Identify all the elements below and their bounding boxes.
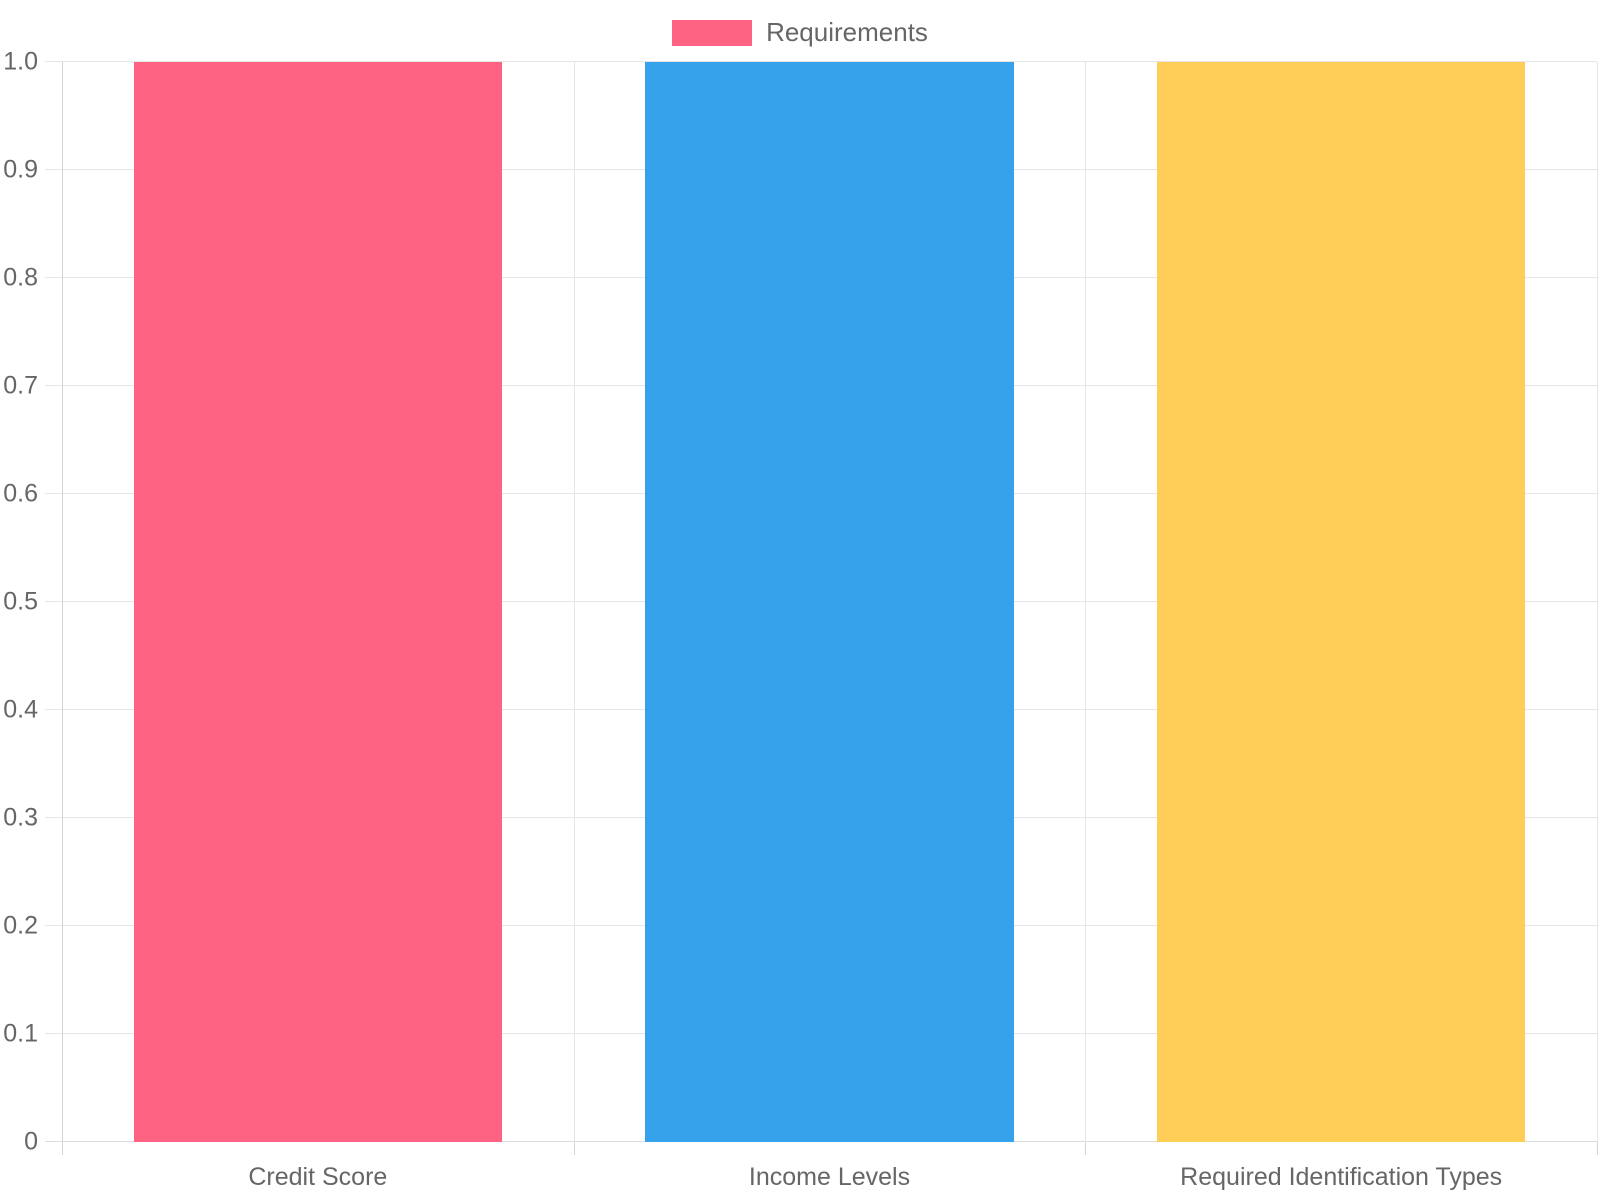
x-axis-label-income-levels: Income Levels (748, 1163, 911, 1191)
category-gridline (1597, 62, 1598, 1142)
x-axis-tick (62, 1142, 63, 1155)
legend-swatch-icon (672, 19, 753, 46)
x-axis-tick (573, 1142, 575, 1155)
bar-income-levels[interactable] (645, 62, 1014, 1142)
y-axis-tick-label: 0.5 (3, 587, 38, 616)
legend-label: Requirements (766, 17, 928, 47)
y-axis-tick-label: 0.1 (3, 1019, 38, 1048)
y-axis-tick-label: 0.9 (3, 155, 38, 184)
y-axis-tick-label: 1.0 (3, 47, 38, 76)
legend-item-requirements[interactable]: Requirements (672, 17, 928, 48)
x-axis-tick (1085, 1142, 1087, 1155)
x-axis-label-required-identification-types: Required Identification Types (1180, 1163, 1503, 1191)
category-gridline (573, 62, 575, 1142)
x-axis-label-credit-score: Credit Score (248, 1163, 388, 1191)
x-axis-labels: Credit Score Income Levels Required Identi… (62, 1162, 1597, 1198)
y-axis-tick-label: 0.8 (3, 263, 38, 292)
chart-legend: Requirements (0, 17, 1600, 48)
category-gridline (1085, 62, 1087, 1142)
bar-required-identification-types[interactable] (1156, 62, 1526, 1142)
y-axis-tick-label: 0.4 (3, 695, 38, 724)
y-gridline (45, 61, 1597, 62)
category-gridline (62, 62, 63, 1142)
y-axis-tick-label: 0.7 (3, 371, 38, 400)
x-axis-tick (1597, 1142, 1598, 1155)
y-axis-tick-label: 0.3 (3, 803, 38, 832)
y-axis-labels: 0 0.1 0.2 0.3 0.4 0.5 0.6 0.7 0.8 0.9 1.0 (0, 49, 38, 1154)
plot-area (45, 61, 1598, 1155)
y-axis-tick-label: 0.2 (3, 911, 38, 940)
y-axis-tick-label: 0.6 (3, 479, 38, 508)
y-axis-tick-label: 0 (24, 1127, 38, 1156)
bar-credit-score[interactable] (133, 62, 503, 1142)
